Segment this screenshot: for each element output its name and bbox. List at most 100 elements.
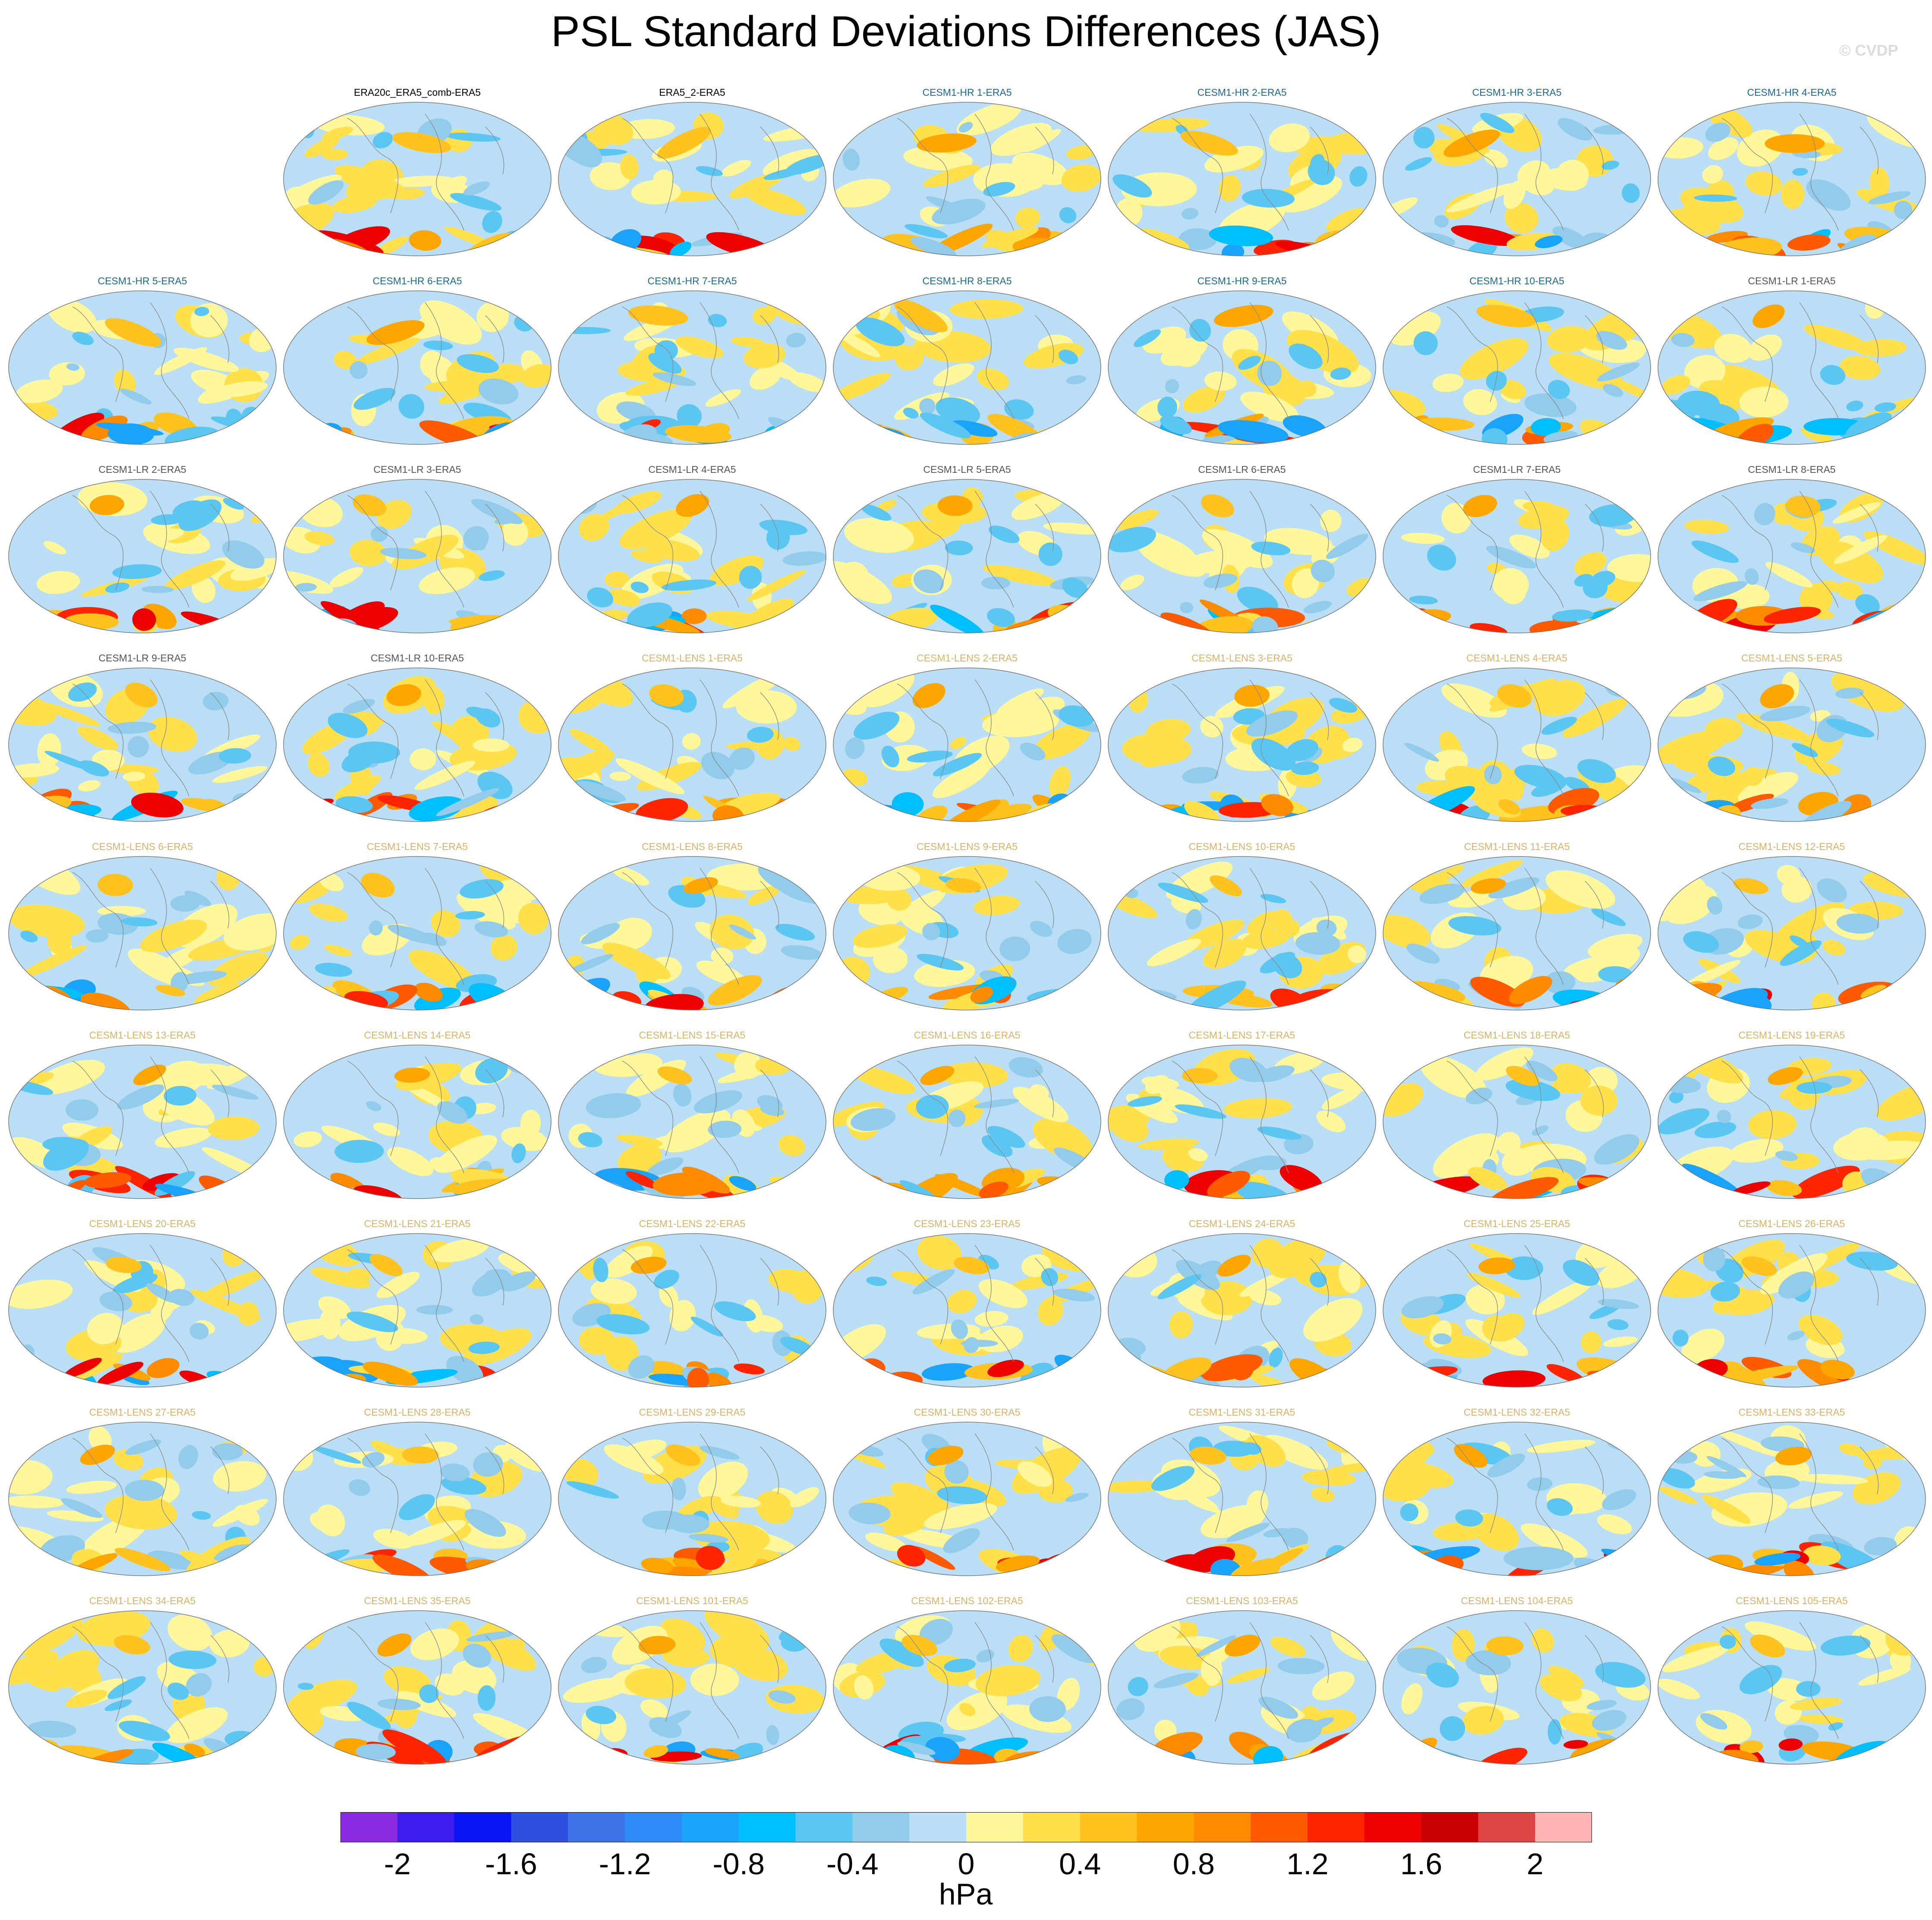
anomaly-negative (919, 398, 936, 415)
anomaly-negative (662, 579, 716, 591)
map-panel: CESM1-HR 1-ERA5 (832, 86, 1102, 260)
anomaly-negative (353, 387, 396, 410)
anomaly-positive (675, 336, 724, 359)
anomaly-positive (1043, 522, 1101, 535)
anomaly-positive (1797, 1714, 1844, 1724)
anomaly-negative (693, 1090, 742, 1114)
map-outline (8, 290, 277, 445)
anomaly-positive (1188, 1148, 1208, 1161)
anomaly-negative (1787, 1331, 1805, 1341)
anomaly-negative (1894, 201, 1913, 219)
anomaly-negative (164, 1086, 196, 1106)
anomaly-positive (1790, 1697, 1842, 1710)
anomaly-negative (944, 1659, 976, 1672)
anomaly-positive (940, 1062, 1009, 1088)
anomaly-southern-ocean (1703, 1554, 1743, 1574)
anomaly-negative (1401, 1296, 1444, 1319)
anomaly-southern-ocean (284, 244, 352, 256)
map-outline (1658, 1045, 1926, 1199)
anomaly-negative (1413, 331, 1438, 356)
map-panel: CESM1-LR 10-ERA5 (283, 652, 552, 825)
anomaly-positive (37, 733, 61, 768)
panel-title: CESM1-LENS 104-ERA5 (1461, 1595, 1573, 1606)
anomaly-positive (113, 1449, 144, 1470)
map-panel: CESM1-HR 6-ERA5 (283, 275, 552, 448)
watermark: © CVDP (1839, 41, 1898, 59)
anomaly-negative (669, 1514, 709, 1533)
map-panel: CESM1-LENS 15-ERA5 (558, 1029, 827, 1202)
anomaly-positive (1114, 510, 1159, 530)
anomaly-positive (386, 684, 422, 706)
anomaly-negative (1607, 1319, 1629, 1330)
map-panel: CESM1-LENS 4-ERA5 (1382, 652, 1651, 825)
anomaly-positive (1223, 1098, 1292, 1119)
anomaly-negative (377, 1699, 421, 1710)
global-map (558, 102, 826, 256)
anomaly-negative (559, 327, 611, 334)
anomaly-positive (788, 372, 826, 393)
global-map (1108, 1233, 1376, 1388)
map-outline (1108, 1045, 1376, 1199)
anomaly-positive (1499, 380, 1526, 400)
anomaly-negative (471, 527, 487, 551)
anomaly-negative (471, 499, 523, 524)
anomaly-negative (463, 181, 490, 195)
anomaly-southern-ocean (914, 806, 948, 822)
map-outline (1658, 479, 1926, 633)
anomaly-positive (696, 960, 746, 986)
anomaly-negative (1846, 400, 1863, 412)
panel-title: CESM1-LR 4-ERA5 (648, 464, 736, 475)
anomaly-positive (80, 1445, 115, 1465)
anomaly-positive (665, 1444, 700, 1466)
anomaly-negative (1030, 921, 1053, 937)
anomaly-positive (596, 491, 655, 522)
anomaly-southern-ocean (1552, 226, 1589, 250)
anomaly-southern-ocean (1778, 1738, 1803, 1751)
map-panel: ERA20c_ERA5_comb-ERA5 (283, 86, 552, 260)
anomaly-positive (1311, 1487, 1335, 1502)
anomaly-southern-ocean (97, 1362, 144, 1385)
anomaly-positive (833, 373, 891, 403)
anomaly-negative (1486, 545, 1537, 569)
anomaly-positive (1033, 723, 1091, 759)
colorbar-swatch (738, 1812, 796, 1842)
anomaly-southern-ocean (950, 420, 998, 437)
map-panel: ERA5_2-ERA5 (558, 86, 827, 260)
anomaly-negative (43, 1139, 89, 1171)
anomaly-positive (778, 1135, 805, 1156)
coastline (72, 679, 230, 796)
anomaly-negative (1113, 174, 1152, 198)
global-map (833, 1233, 1101, 1388)
anomaly-negative (121, 917, 158, 927)
global-map (1383, 479, 1651, 633)
anomaly-negative (298, 1683, 314, 1690)
anomaly-negative (1710, 1281, 1740, 1302)
anomaly-negative (66, 1099, 99, 1121)
panel-title: CESM1-LENS 8-ERA5 (642, 841, 743, 852)
anomaly-positive (1545, 870, 1616, 909)
coastline (1721, 1433, 1879, 1551)
anomaly-negative (1759, 705, 1811, 721)
anomaly-negative (125, 1439, 161, 1455)
anomaly-negative (511, 1143, 526, 1163)
anomaly-positive (709, 555, 764, 586)
anomaly-positive (1461, 859, 1523, 887)
anomaly-negative (1737, 914, 1763, 929)
anomaly-negative (398, 394, 425, 419)
anomaly-negative (848, 1502, 891, 1524)
anomaly-positive (1201, 494, 1234, 518)
anomaly-positive (790, 1487, 819, 1508)
anomaly-negative (61, 1498, 102, 1518)
anomaly-positive (1383, 915, 1431, 948)
map-outline (1108, 290, 1376, 445)
anomaly-negative (648, 353, 682, 374)
anomaly-negative (1020, 743, 1046, 761)
global-map (558, 1045, 826, 1199)
anomaly-positive (34, 1060, 105, 1095)
coastline (622, 113, 779, 231)
anomaly-positive (982, 708, 1059, 737)
anomaly-negative (66, 363, 80, 371)
anomaly-negative (1868, 191, 1911, 205)
anomaly-negative (1303, 1717, 1334, 1732)
anomaly-southern-ocean (626, 1171, 659, 1189)
